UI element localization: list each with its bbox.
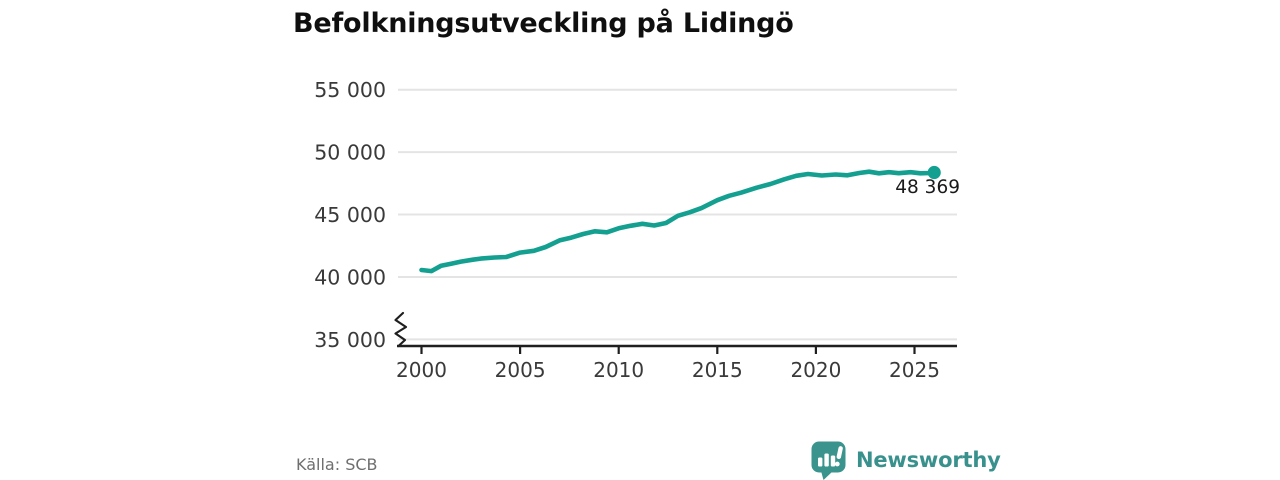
bar-chart-speech-bubble-icon bbox=[811, 441, 846, 480]
last-value-label: 48 369 bbox=[895, 177, 960, 198]
chart-title: Befolkningsutveckling på Lidingö bbox=[293, 8, 794, 39]
brand-name: Newsworthy bbox=[856, 448, 1001, 472]
x-tick-label: 2025 bbox=[889, 358, 940, 382]
y-tick-label: 40 000 bbox=[314, 266, 386, 290]
newsworthy-brand-link[interactable]: Newsworthy bbox=[810, 440, 1001, 480]
population-series-line bbox=[419, 169, 937, 274]
axis-break-zigzag-icon bbox=[394, 311, 408, 348]
x-tick-label: 2010 bbox=[593, 358, 644, 382]
x-tick-label: 2005 bbox=[495, 358, 546, 382]
population-line-chart: 35 000 40 000 45 000 50 000 55 000 2000 2005 20… bbox=[314, 78, 960, 382]
y-tick-label: 50 000 bbox=[314, 141, 386, 165]
y-tick-label: 45 000 bbox=[314, 203, 386, 227]
x-tick-label: 2020 bbox=[790, 358, 841, 382]
x-tick-label: 2015 bbox=[692, 358, 743, 382]
y-tick-label: 35 000 bbox=[314, 328, 386, 352]
source-label: Källa: SCB bbox=[296, 455, 378, 474]
y-tick-label: 55 000 bbox=[314, 78, 386, 102]
x-tick-label: 2000 bbox=[396, 358, 447, 382]
last-point-dot bbox=[927, 165, 941, 180]
